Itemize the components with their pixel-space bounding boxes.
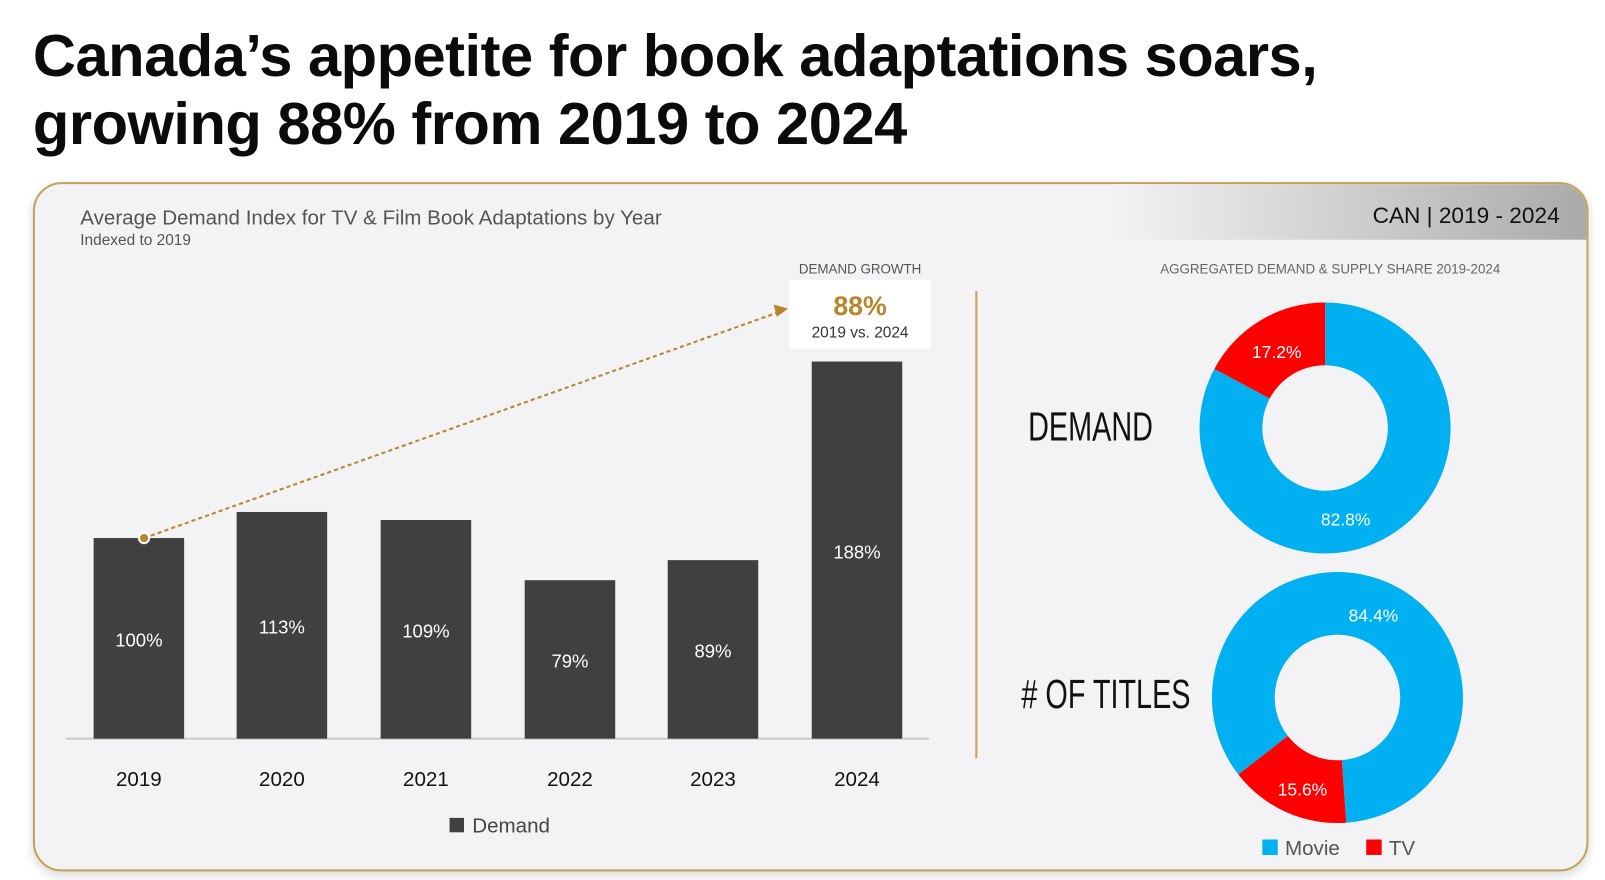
donut-label-tv: 17.2% [1252, 342, 1302, 362]
region-tag: CAN | 2019 - 2024 [1372, 202, 1560, 229]
x-tick-label: 2022 [547, 768, 593, 791]
donut-slice-tv [1214, 302, 1326, 399]
bar-2019 [93, 538, 185, 739]
bar-2020 [236, 511, 328, 739]
x-tick-label: 2021 [403, 768, 449, 791]
bar-chart-subtitle: Indexed to 2019 [80, 231, 191, 249]
bar-label: 188% [833, 541, 880, 562]
title-line-1: Canada’s appetite for book adaptations s… [32, 22, 1318, 90]
donut-label-movie: 82.8% [1321, 510, 1371, 530]
bar-chart-title: Average Demand Index for TV & Film Book … [80, 206, 662, 230]
bar-2022 [524, 580, 616, 739]
bar-2024 [811, 361, 903, 739]
region-header: CAN | 2019 - 2024 [1113, 184, 1587, 240]
bar-label: 113% [259, 617, 305, 638]
bar-label: 89% [694, 641, 731, 662]
growth-start-dot [137, 531, 151, 545]
arrow-head-icon [773, 304, 789, 317]
legend-swatch-tv [1366, 839, 1382, 855]
donut-slice-movie [1199, 302, 1451, 554]
donut-slice-movie [1211, 572, 1463, 823]
page-title: Canada’s appetite for book adaptations s… [32, 22, 1318, 159]
growth-box [789, 279, 932, 349]
bar-2021 [380, 520, 472, 739]
legend-label-tv: TV [1389, 837, 1416, 860]
legend-swatch-movie [1262, 839, 1278, 855]
legend-label-demand: Demand [472, 814, 550, 837]
x-tick-label: 2019 [116, 768, 162, 791]
donut-slice-tv [1238, 736, 1347, 824]
growth-label: DEMAND GROWTH [799, 262, 921, 277]
donut-name: DEMAND [1028, 403, 1153, 449]
x-tick-label: 2023 [690, 768, 736, 791]
donut-label-tv: 15.6% [1278, 779, 1328, 799]
x-tick-label: 2020 [259, 768, 305, 791]
donut-label-movie: 84.4% [1349, 605, 1399, 625]
x-tick-label: 2024 [834, 768, 880, 791]
bar-2023 [667, 560, 759, 739]
legend-label-movie: Movie [1285, 837, 1340, 860]
growth-value: 88% [833, 291, 887, 321]
title-line-2: growing 88% from 2019 to 2024 [32, 90, 907, 158]
donut-section-title: AGGREGATED DEMAND & SUPPLY SHARE 2019-20… [1160, 262, 1501, 277]
growth-arrow-line [143, 310, 781, 540]
bar-label: 79% [551, 651, 588, 672]
bar-label: 109% [402, 621, 449, 642]
growth-detail: 2019 vs. 2024 [812, 324, 909, 341]
donut-name: # OF TITLES [1021, 671, 1190, 717]
bar-label: 100% [115, 630, 162, 651]
legend-swatch-demand [449, 817, 464, 833]
